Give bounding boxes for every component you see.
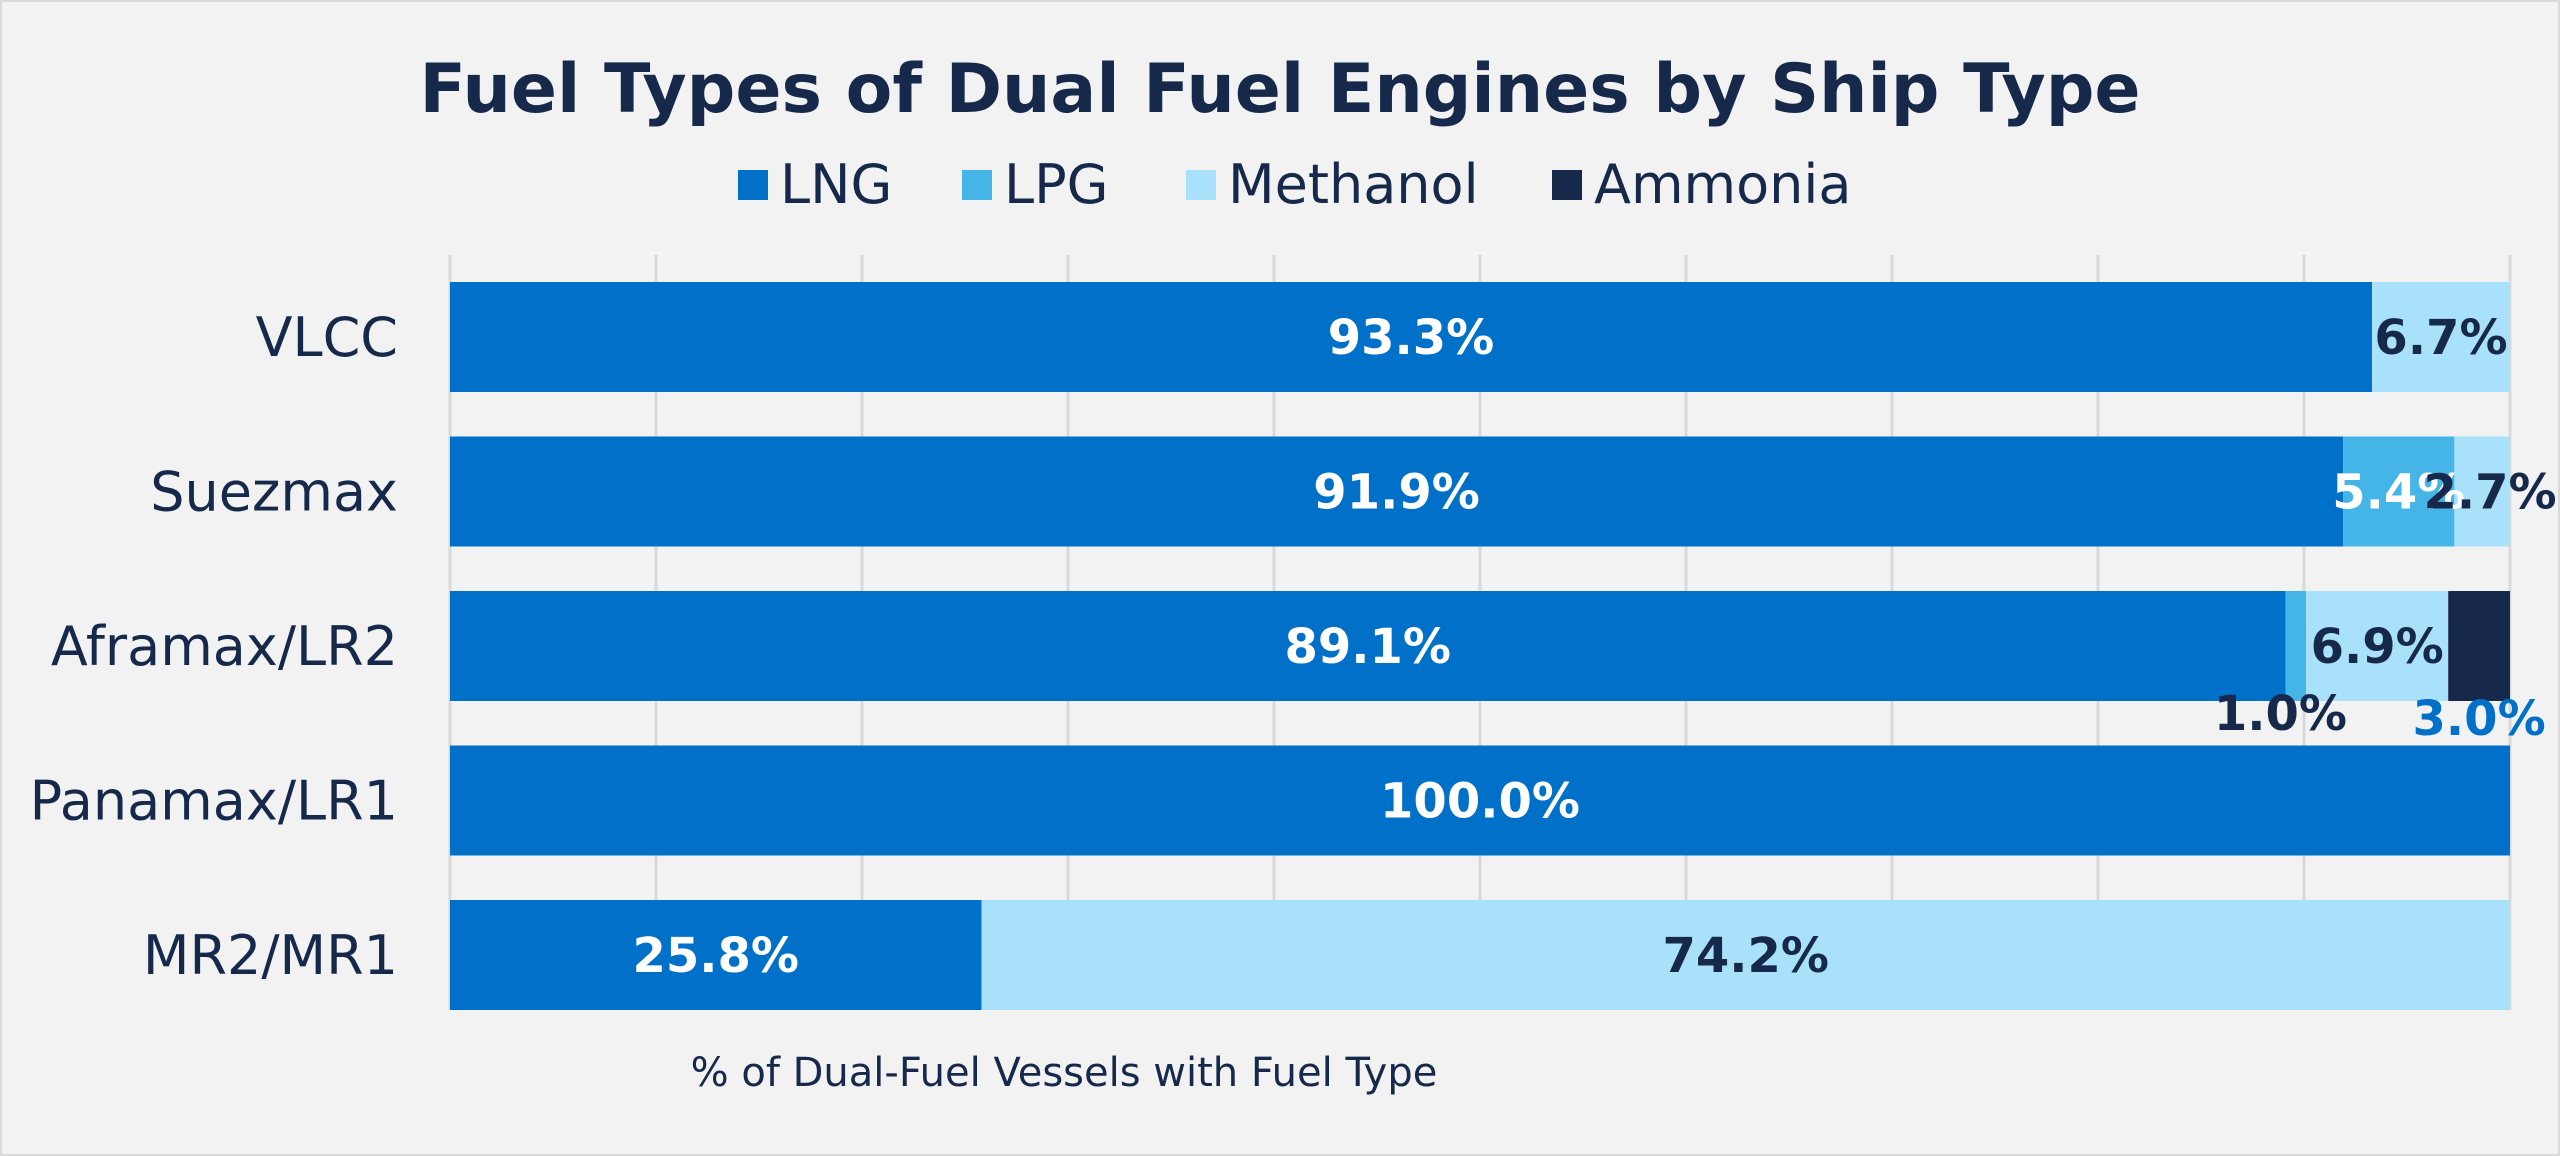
category-label-suezmax: Suezmax [150,461,398,524]
bar-mr2-mr1-lng [450,900,982,1010]
data-label-aframax-lr2-ammonia: 3.0% [2413,691,2546,747]
bar-aframax-lr2-methanol [2306,591,2449,701]
legend-label-lpg: LPG [1004,153,1109,216]
category-label-aframax-lr2: Aframax/LR2 [51,615,398,678]
data-label-mr2-mr1-methanol: 74.2% [1662,928,1829,984]
category-label-mr2-mr1: MR2/MR1 [143,924,398,987]
category-label-vlcc: VLCC [256,306,398,369]
legend-label-lng: LNG [780,153,892,216]
legend: LNG LPG Methanol Ammonia [738,153,1852,216]
bar-mr2-mr1-methanol [981,900,2510,1010]
data-label-suezmax-lng: 91.9% [1313,465,1480,521]
data-label-vlcc-lng: 93.3% [1328,310,1495,366]
bar-vlcc-methanol [2371,282,2510,392]
data-label-aframax-lr2-methanol: 6.9% [2311,619,2444,675]
data-label-suezmax-methanol: 2.7% [2423,465,2556,521]
bar-suezmax-lng [450,436,2344,547]
bar-panamax-lr1-lng [450,745,2510,856]
data-label-vlcc-methanol: 6.7% [2374,310,2507,366]
category-label-panamax-lr1: Panamax/LR1 [30,770,398,833]
bar-vlcc-lng [450,282,2372,392]
data-labels: 93.3% 91.9% 89.1% 100.0% 25.8% 5.4% 1.0% 6.7% 2.… [632,310,2556,984]
legend-label-ammonia: Ammonia [1594,153,1852,216]
chart-title: Fuel Types of Dual Fuel Engines by Ship … [419,50,2140,129]
bar-aframax-lr2-lng [450,591,2286,701]
data-label-aframax-lr2-lpg: 1.0% [2214,686,2347,742]
bar-aframax-lr2-lpg [2285,591,2307,701]
legend-label-methanol: Methanol [1228,153,1479,216]
category-labels: VLCC Suezmax Aframax/LR2 Panamax/LR1 MR2/MR1 [30,306,398,987]
bars [450,282,2510,1010]
data-label-aframax-lr2-lng: 89.1% [1284,619,1451,675]
bar-aframax-lr2-ammonia [2448,591,2510,701]
data-label-suezmax-lpg: 5.4% [2332,465,2465,521]
legend-swatch-lng [738,170,768,200]
bar-suezmax-methanol [2454,436,2510,547]
data-label-mr2-mr1-lng: 25.8% [632,928,799,984]
legend-swatch-ammonia [1552,170,1582,200]
legend-swatch-lpg [962,170,992,200]
legend-swatch-methanol [1186,170,1216,200]
bar-suezmax-lpg [2343,436,2455,547]
x-axis-title: % of Dual-Fuel Vessels with Fuel Type [691,1050,1438,1096]
data-label-panamax-lr1-lng: 100.0% [1380,774,1580,830]
